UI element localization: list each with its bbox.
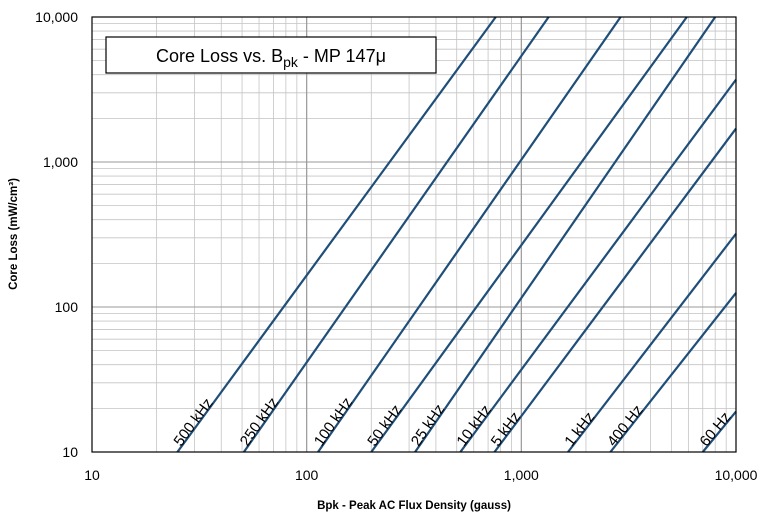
title-tail: - MP 147μ — [298, 46, 386, 66]
x-tick-label: 100 — [295, 467, 319, 483]
series-lines — [176, 16, 737, 453]
title-subscript: pk — [283, 54, 299, 70]
series-line-500-khz — [176, 16, 497, 453]
title-box-frame — [105, 36, 437, 74]
series-line-100-khz — [317, 16, 622, 453]
series-line-400-hz — [609, 292, 737, 453]
series-line-50-khz — [370, 16, 688, 453]
plot-border — [91, 16, 737, 453]
series-line-250-khz — [242, 16, 550, 453]
x-tick-labels: 10 100 1,000 10,000 — [84, 467, 757, 483]
title-main: Core Loss vs. B — [156, 46, 283, 66]
series-line-5-khz — [493, 127, 737, 453]
y-tick-label: 10,000 — [35, 9, 78, 25]
y-tick-labels: 10 100 1,000 10,000 — [35, 9, 78, 460]
minor-gridlines — [92, 17, 736, 452]
x-tick-label: 10 — [84, 467, 100, 483]
series-line-25-khz — [414, 16, 717, 453]
x-tick-label: 10,000 — [715, 467, 758, 483]
y-tick-label: 10 — [62, 444, 78, 460]
chart-title-box: Core Loss vs. Bpk - MP 147μ — [105, 36, 437, 74]
y-axis-label: Core Loss (mW/cm³) — [8, 178, 20, 290]
chart-title: Core Loss vs. Bpk - MP 147μ — [156, 46, 386, 70]
x-tick-label: 1,000 — [504, 467, 539, 483]
y-tick-label: 100 — [55, 299, 79, 315]
series-line-1-khz — [567, 233, 737, 453]
series-line-60-hz — [701, 410, 737, 453]
series-line-10-khz — [459, 78, 737, 453]
y-tick-label: 1,000 — [43, 154, 78, 170]
x-axis-label: Bpk - Peak AC Flux Density (gauss) — [317, 500, 511, 512]
